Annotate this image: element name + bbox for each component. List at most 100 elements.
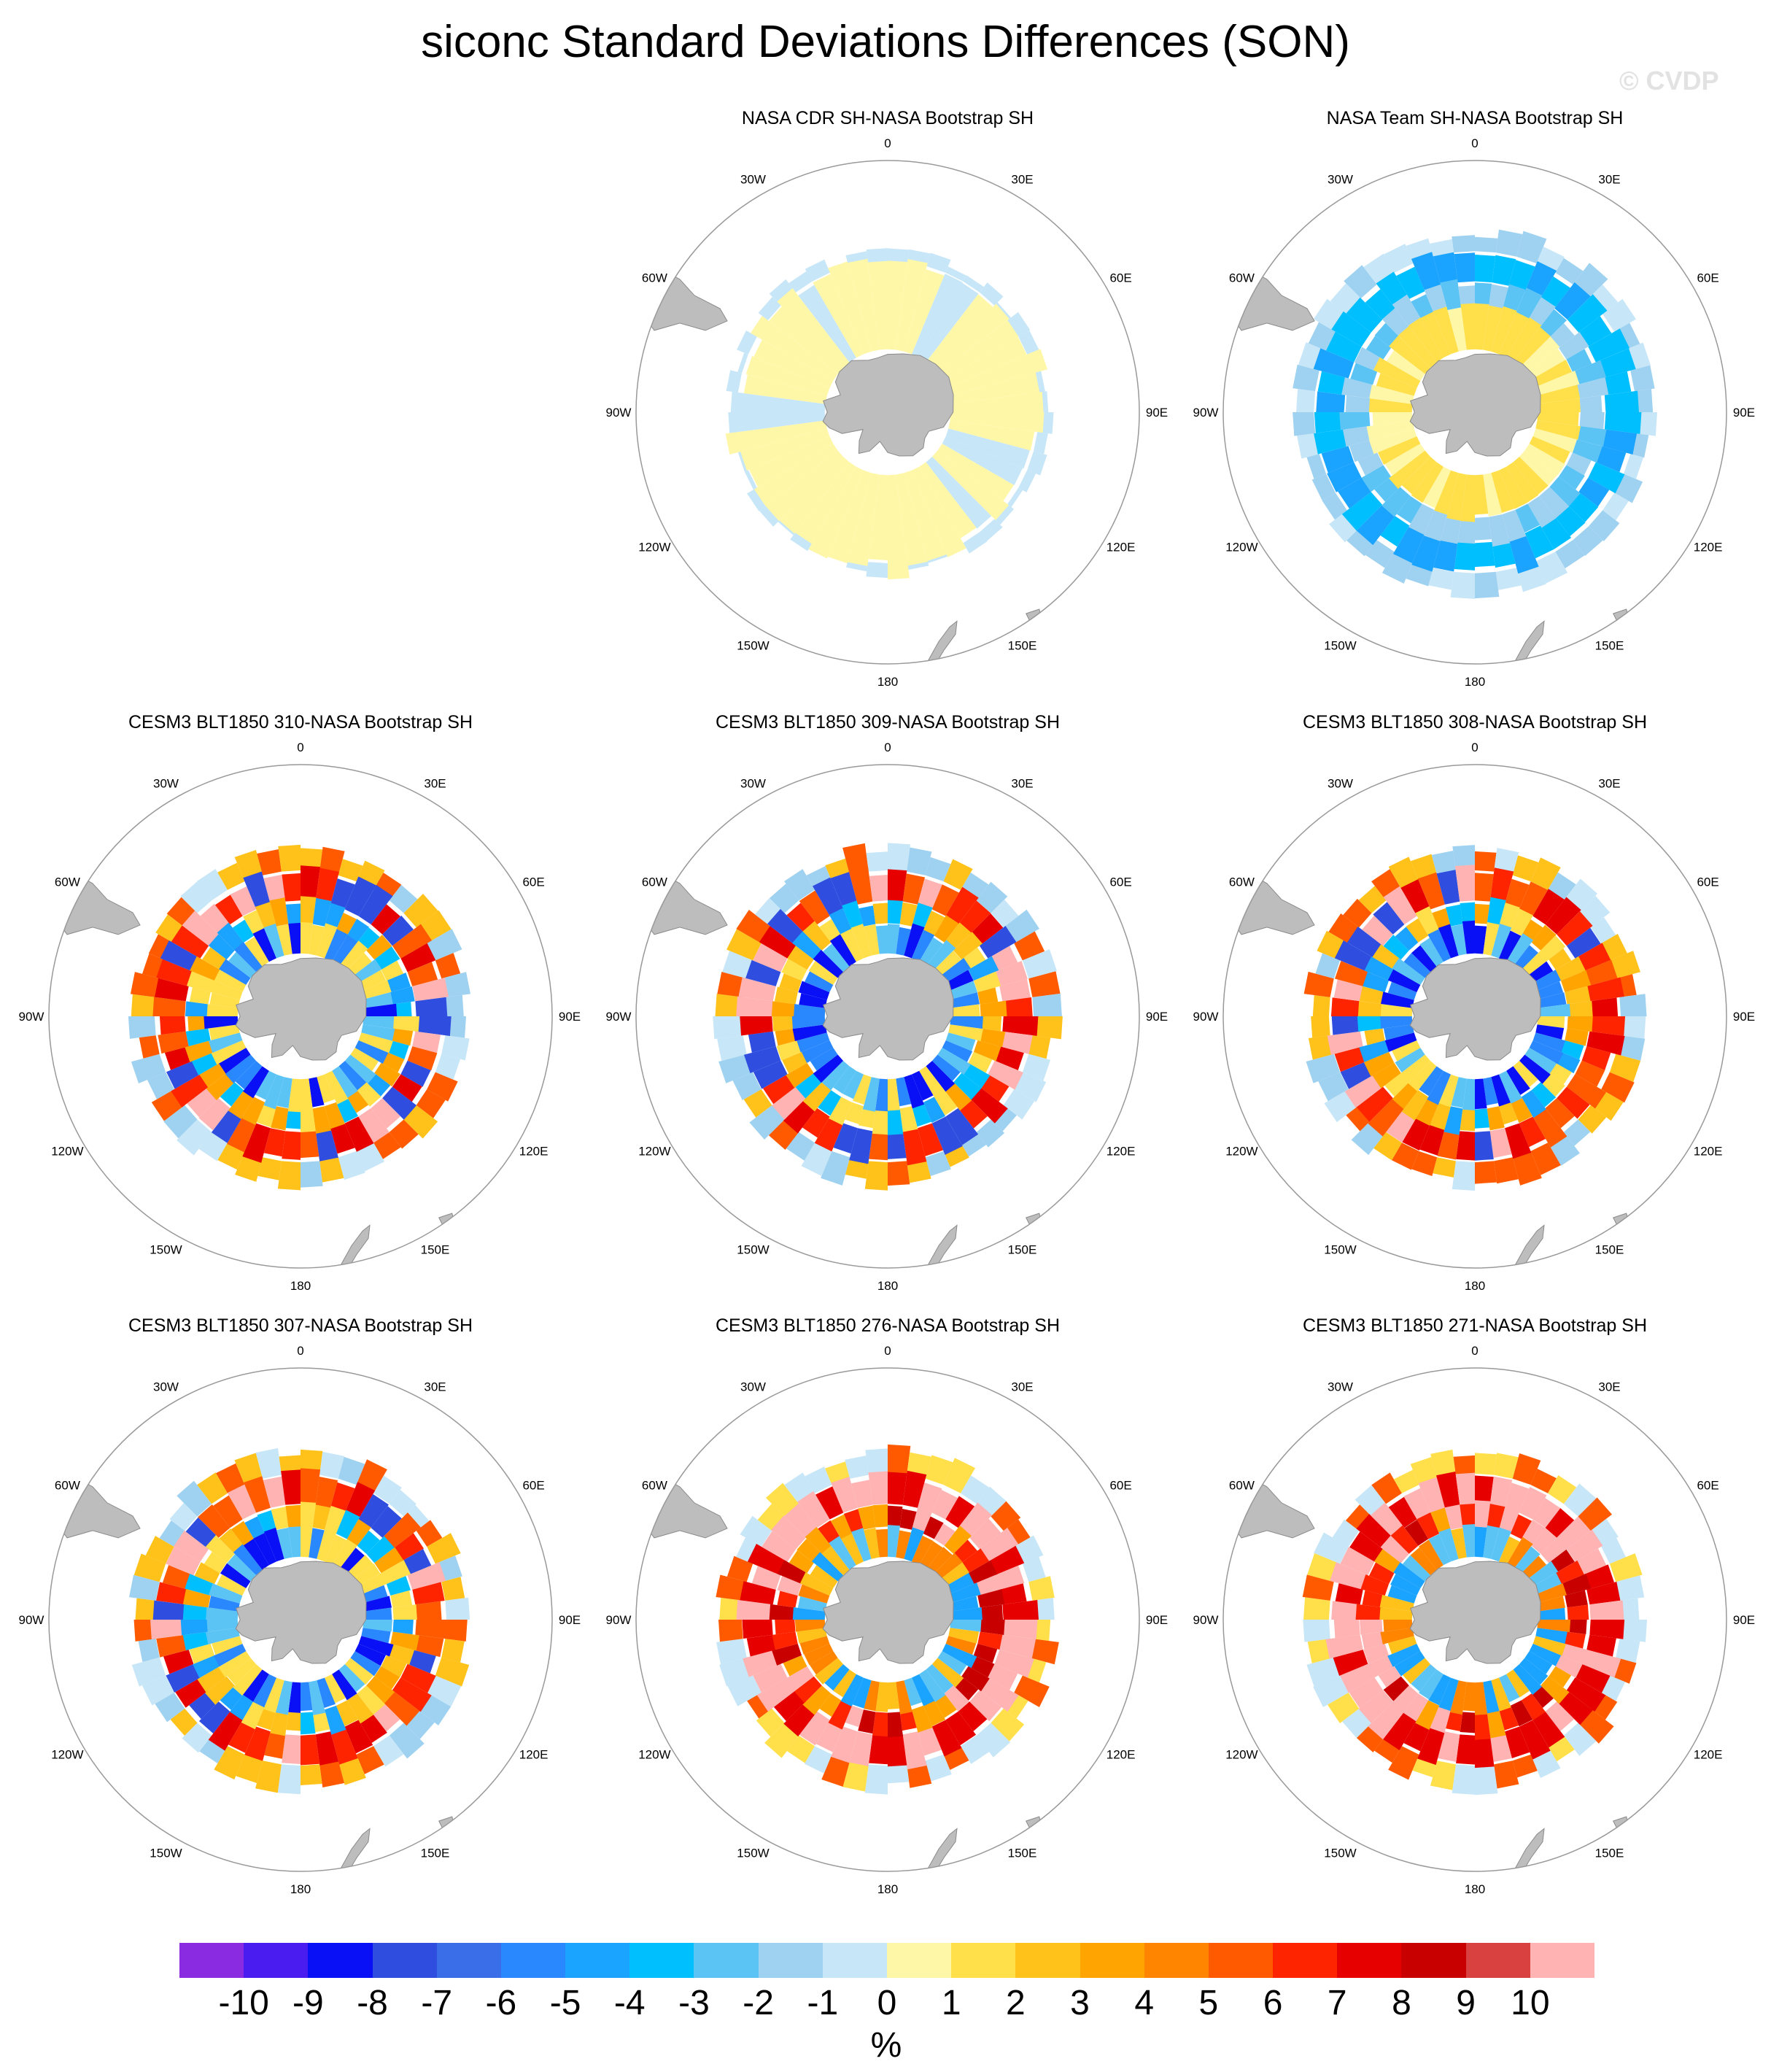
ice-anomaly-cell	[301, 865, 320, 902]
ice-anomaly-cell	[1487, 897, 1506, 927]
ice-anomaly-cell	[1018, 470, 1036, 492]
ice-anomaly-cell	[381, 1560, 411, 1585]
ice-anomaly-cell	[1387, 969, 1421, 992]
ice-anomaly-cell	[746, 1634, 776, 1657]
longitude-label: 90E	[559, 1613, 581, 1627]
ice-anomaly-cell	[742, 1620, 773, 1639]
longitude-label: 90W	[19, 1613, 44, 1627]
ice-anomaly-cell	[1430, 1507, 1451, 1534]
ice-anomaly-cell	[236, 1754, 263, 1783]
ice-anomaly-cell	[1491, 923, 1512, 959]
ice-anomaly-cell	[738, 977, 776, 1002]
ice-anomaly-cell	[1032, 1598, 1055, 1620]
ice-anomaly-cell	[415, 1601, 442, 1620]
ice-anomaly-cell	[848, 866, 873, 905]
ice-anomaly-cell	[1032, 1620, 1051, 1642]
ice-anomaly-cell	[205, 1535, 235, 1563]
ice-anomaly-cell	[813, 1054, 844, 1083]
ice-anomaly-cell	[1303, 971, 1334, 997]
ice-anomaly-cell	[1450, 571, 1475, 599]
colorbar-swatch	[1080, 1943, 1145, 1978]
ice-anomaly-cell	[286, 1712, 301, 1731]
longitude-label: 90E	[1146, 406, 1168, 420]
ice-anomaly-cell	[850, 924, 872, 959]
ice-anomaly-cell	[389, 1489, 416, 1517]
ice-anomaly-cell	[926, 552, 947, 563]
ice-anomaly-cell	[1619, 1016, 1646, 1039]
ice-anomaly-cell	[799, 993, 827, 1008]
ice-anomaly-cell	[1411, 1151, 1438, 1176]
ice-anomaly-cell	[1335, 1583, 1363, 1605]
ice-anomaly-cell	[241, 1700, 266, 1730]
ice-anomaly-cell	[1492, 538, 1516, 568]
ice-anomaly-cell	[344, 1482, 376, 1520]
ice-anomaly-cell	[1346, 1105, 1372, 1132]
ice-anomaly-cell	[189, 1690, 219, 1720]
ice-anomaly-cell	[373, 1735, 404, 1767]
south-america-landmass	[57, 870, 141, 935]
ice-anomaly-cell	[1567, 294, 1608, 333]
ice-anomaly-cell	[1510, 1700, 1533, 1727]
ice-anomaly-cell	[802, 1685, 832, 1715]
ice-anomaly-cell	[1314, 429, 1349, 455]
ice-anomaly-cell	[441, 972, 471, 997]
ice-anomaly-cell	[400, 1060, 431, 1087]
ice-anomaly-cell	[1506, 1669, 1530, 1698]
ice-anomaly-cell	[301, 1523, 314, 1558]
ice-anomaly-cell	[777, 1575, 802, 1596]
ice-anomaly-cell	[1483, 921, 1500, 956]
ice-anomaly-cell	[1410, 1547, 1437, 1576]
ice-anomaly-cell	[976, 1723, 1011, 1758]
ice-anomaly-cell	[1311, 473, 1336, 500]
ice-anomaly-cell	[888, 474, 908, 568]
longitude-label: 0	[1471, 741, 1478, 754]
ice-anomaly-cell	[1519, 1054, 1551, 1084]
ice-anomaly-cell	[1601, 429, 1638, 455]
ice-anomaly-cell	[912, 466, 966, 557]
ice-anomaly-cell	[1363, 253, 1395, 285]
ice-anomaly-cell	[1438, 1677, 1459, 1712]
ice-anomaly-cell	[716, 1574, 747, 1601]
colorbar-swatch	[1273, 1943, 1338, 1978]
ice-anomaly-cell	[1531, 1082, 1557, 1107]
ice-anomaly-cell	[1540, 276, 1570, 309]
ice-anomaly-cell	[1430, 1449, 1456, 1479]
ice-anomaly-cell	[788, 271, 813, 293]
ice-anomaly-cell	[1345, 1504, 1372, 1531]
ice-anomaly-cell	[356, 1143, 385, 1172]
longitude-label: 0	[884, 741, 891, 754]
longitude-label: 30E	[424, 1380, 446, 1393]
ice-anomaly-cell	[798, 285, 856, 363]
ice-anomaly-cell	[1578, 477, 1610, 507]
ice-anomaly-cell	[869, 1734, 888, 1765]
ice-anomaly-cell	[899, 902, 918, 927]
ice-anomaly-cell	[1438, 1731, 1460, 1763]
ice-anomaly-cell	[163, 1105, 198, 1139]
colorbar-swatch	[1401, 1943, 1467, 1978]
ice-anomaly-cell	[1462, 1524, 1475, 1558]
colorbar-swatch	[500, 1943, 566, 1978]
ice-anomaly-cell	[743, 1089, 772, 1118]
ice-anomaly-cell	[1419, 1066, 1443, 1097]
ice-anomaly-cell	[357, 1530, 380, 1554]
ice-anomaly-cell	[846, 557, 868, 572]
panel-title: CESM3 BLT1850 308-NASA Bootstrap SH	[1303, 712, 1647, 732]
ice-anomaly-cell	[859, 905, 876, 927]
longitude-label: 30E	[1011, 776, 1033, 790]
ice-anomaly-cell	[1428, 568, 1454, 590]
ice-anomaly-cell	[1537, 1607, 1566, 1620]
ice-anomaly-cell	[358, 1711, 387, 1744]
ice-anomaly-cell	[227, 1116, 257, 1153]
ice-anomaly-cell	[1037, 412, 1054, 434]
ice-anomaly-cell	[902, 1470, 927, 1508]
ice-anomaly-cell	[1524, 444, 1565, 476]
ice-anomaly-cell	[875, 1682, 888, 1712]
colorbar-swatch	[822, 1943, 888, 1978]
longitude-label: 120W	[638, 1748, 670, 1762]
ice-anomaly-cell	[356, 1459, 387, 1493]
ice-anomaly-cell	[977, 1028, 1006, 1048]
ice-anomaly-cell	[819, 1693, 842, 1717]
colorbar-units: %	[870, 2026, 902, 2065]
ice-anomaly-cell	[1360, 1574, 1390, 1596]
ice-anomaly-cell	[1359, 1040, 1390, 1062]
